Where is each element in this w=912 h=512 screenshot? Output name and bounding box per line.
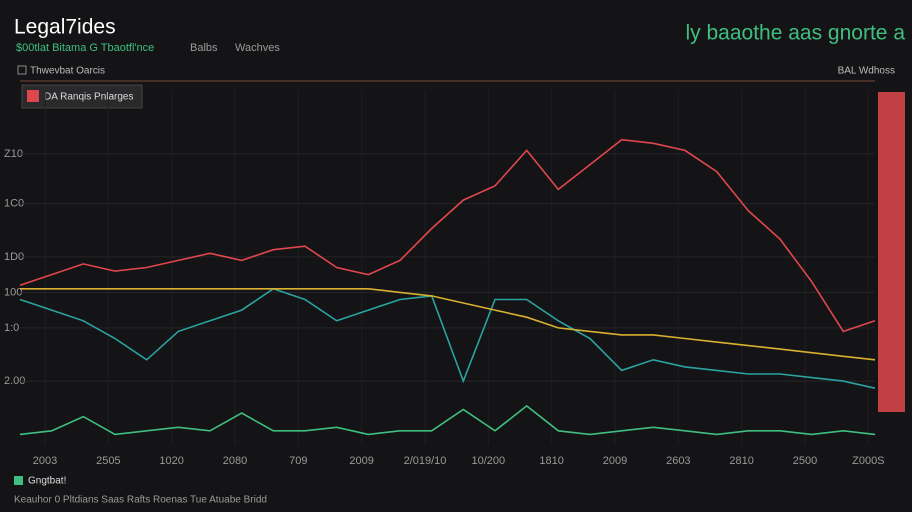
x-tick-label: 2009 <box>349 455 373 467</box>
top-left-label: Thwevbat Oarcis <box>30 66 105 77</box>
headline: ly baaothe aas gnorte a <box>686 22 906 45</box>
legend-swatch <box>27 90 39 102</box>
y-tick-label: 100 <box>4 286 22 298</box>
x-tick-label: 1810 <box>539 455 563 467</box>
series-line <box>20 288 876 361</box>
y-tick-label: Z10 <box>4 148 23 160</box>
y-tick-label: 1D0 <box>4 251 24 263</box>
y-tick-label: 1C0 <box>4 198 24 210</box>
x-tick-label: 2003 <box>33 455 57 467</box>
x-tick-label: 2500 <box>793 455 817 467</box>
legend-swatch <box>14 476 23 485</box>
top-right-label: BAL Wdhoss <box>838 66 895 77</box>
series-line <box>19 287 876 389</box>
legend-box <box>21 84 143 109</box>
x-tick-label: 2810 <box>729 455 753 467</box>
series-line <box>19 138 876 333</box>
footnote: Keauhor 0 Pltdians Saas Rafts Roenas Tue… <box>14 495 267 506</box>
y-tick-label: 2.00 <box>4 375 25 387</box>
x-tick-label: 10/200 <box>472 455 506 467</box>
x-tick-label: 2/019/10 <box>404 455 447 467</box>
side-band <box>878 92 905 412</box>
x-tick-label: 2080 <box>223 455 247 467</box>
legend-label: DA Ranqis Pnlarges <box>44 92 134 103</box>
legend-label: Gngtbat! <box>28 476 66 487</box>
legend-icon <box>17 65 27 75</box>
subtitle-item: Balbs <box>190 42 218 54</box>
x-tick-label: Z000S <box>852 455 884 467</box>
x-tick-label: 2505 <box>96 455 120 467</box>
x-tick-label: 1020 <box>159 455 183 467</box>
chart-title: Legal7ides <box>14 16 116 39</box>
x-tick-label: 709 <box>289 455 307 467</box>
chart-subtitle: $00tlat Bitama G Tbaotfl'nce <box>16 42 154 54</box>
x-tick-label: 2009 <box>603 455 627 467</box>
x-tick-label: 2603 <box>666 455 690 467</box>
subtitle-item: Wachves <box>235 42 280 54</box>
series-line <box>19 404 876 436</box>
y-tick-label: 1:0 <box>4 322 19 334</box>
